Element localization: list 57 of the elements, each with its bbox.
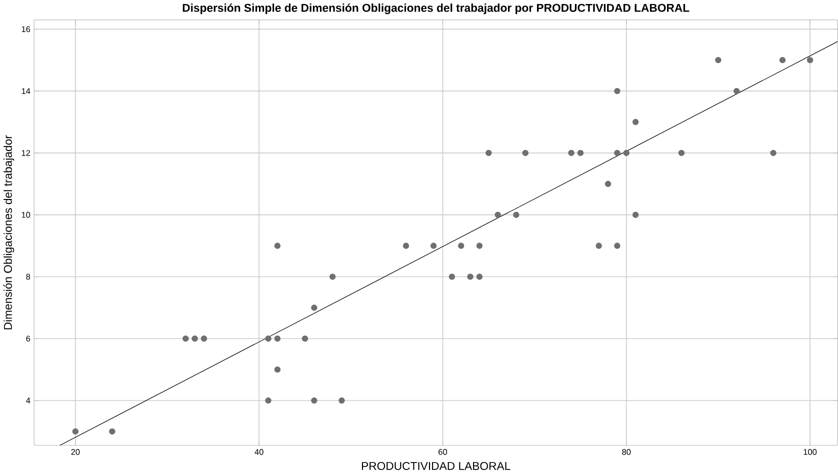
point bbox=[614, 150, 620, 156]
point bbox=[494, 212, 501, 218]
y-tick-label: 14 bbox=[22, 88, 30, 94]
point bbox=[329, 273, 336, 280]
y-tick-label: 6 bbox=[26, 335, 30, 342]
point bbox=[311, 304, 318, 311]
point bbox=[733, 88, 740, 94]
point bbox=[458, 242, 464, 249]
point bbox=[522, 150, 528, 156]
y-tick-label: 16 bbox=[22, 26, 30, 32]
point bbox=[109, 428, 116, 434]
x-tick-label: 60 bbox=[438, 448, 448, 455]
point bbox=[623, 150, 630, 156]
point bbox=[200, 335, 208, 342]
y-tick-label: 8 bbox=[26, 274, 30, 280]
point bbox=[402, 242, 410, 249]
point bbox=[604, 180, 612, 187]
point bbox=[476, 242, 483, 249]
point bbox=[715, 56, 722, 63]
point bbox=[476, 273, 483, 280]
point bbox=[467, 273, 474, 280]
point bbox=[182, 335, 189, 342]
point bbox=[274, 242, 281, 249]
y-axis-title: Dimensión Obligaciones del trabajador bbox=[3, 135, 14, 330]
point bbox=[274, 366, 281, 372]
point bbox=[513, 212, 520, 218]
x-tick-label: 100 bbox=[804, 448, 817, 455]
point bbox=[265, 397, 272, 404]
x-axis-title: PRODUCTIVIDAD LABORAL bbox=[362, 462, 510, 470]
point bbox=[302, 335, 308, 342]
point bbox=[486, 150, 492, 156]
point bbox=[430, 242, 437, 249]
point bbox=[577, 150, 584, 156]
point bbox=[72, 428, 79, 434]
point bbox=[779, 56, 786, 63]
point bbox=[448, 273, 456, 280]
y-tick-label: 4 bbox=[26, 397, 30, 404]
point bbox=[632, 118, 639, 125]
point bbox=[770, 150, 776, 156]
point bbox=[338, 397, 345, 404]
chart-title: Dispersión Simple de Dimensión Obligaciones del trabajador por PRODUCTIVIDAD LABORAL bbox=[182, 3, 690, 14]
point bbox=[568, 150, 574, 156]
point bbox=[614, 88, 620, 94]
point bbox=[632, 212, 639, 218]
point bbox=[265, 335, 272, 342]
point bbox=[614, 242, 620, 249]
point bbox=[311, 397, 318, 404]
point bbox=[678, 150, 685, 156]
point bbox=[596, 242, 602, 249]
y-tick-label: 12 bbox=[22, 150, 30, 156]
y-tick-label: 10 bbox=[22, 212, 30, 218]
point bbox=[192, 335, 198, 342]
x-tick-label: 40 bbox=[254, 448, 264, 455]
x-tick-label: 20 bbox=[71, 448, 80, 455]
point bbox=[274, 335, 281, 342]
x-tick-label: 80 bbox=[622, 448, 631, 455]
point bbox=[806, 56, 814, 63]
